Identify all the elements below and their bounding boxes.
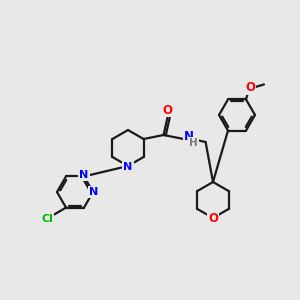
Text: H: H [189, 138, 198, 148]
Text: O: O [208, 212, 218, 226]
Text: O: O [245, 81, 255, 94]
Text: N: N [123, 162, 133, 172]
Text: N: N [80, 170, 88, 180]
Text: O: O [163, 103, 172, 116]
Text: N: N [184, 130, 194, 142]
Text: N: N [89, 187, 99, 197]
Text: Cl: Cl [41, 214, 53, 224]
